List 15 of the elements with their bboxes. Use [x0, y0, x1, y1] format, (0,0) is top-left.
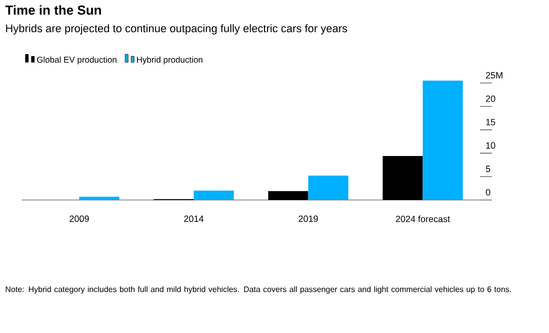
chart-subtitle: Hybrids are projected to continue outpacing fully electric cars for years [6, 24, 348, 34]
y-tick-label: 20 [486, 95, 496, 102]
y-tick-label: 5 [486, 166, 490, 172]
x-tick-label: 2024 forecast [396, 216, 450, 222]
x-tick-label: 2009 [70, 216, 89, 222]
y-tick-label: 25M [486, 72, 502, 78]
x-tick-label: 2019 [298, 216, 318, 222]
x-tick-label: 2014 [184, 216, 204, 222]
legend-label: Global EV production [37, 56, 116, 64]
chart-title: Time in the Sun [5, 5, 101, 15]
y-tick-label: 15 [486, 118, 496, 126]
y-tick-label: 0 [486, 189, 490, 196]
text: Note: Hybrid category includes both full and mild hybrid vehicles. Data covers all passenger cars and light commercial vehicles up to 6 tons. [6, 286, 511, 294]
y-tick-label: 10 [486, 142, 496, 149]
legend-label: Hybrid production [137, 56, 202, 64]
